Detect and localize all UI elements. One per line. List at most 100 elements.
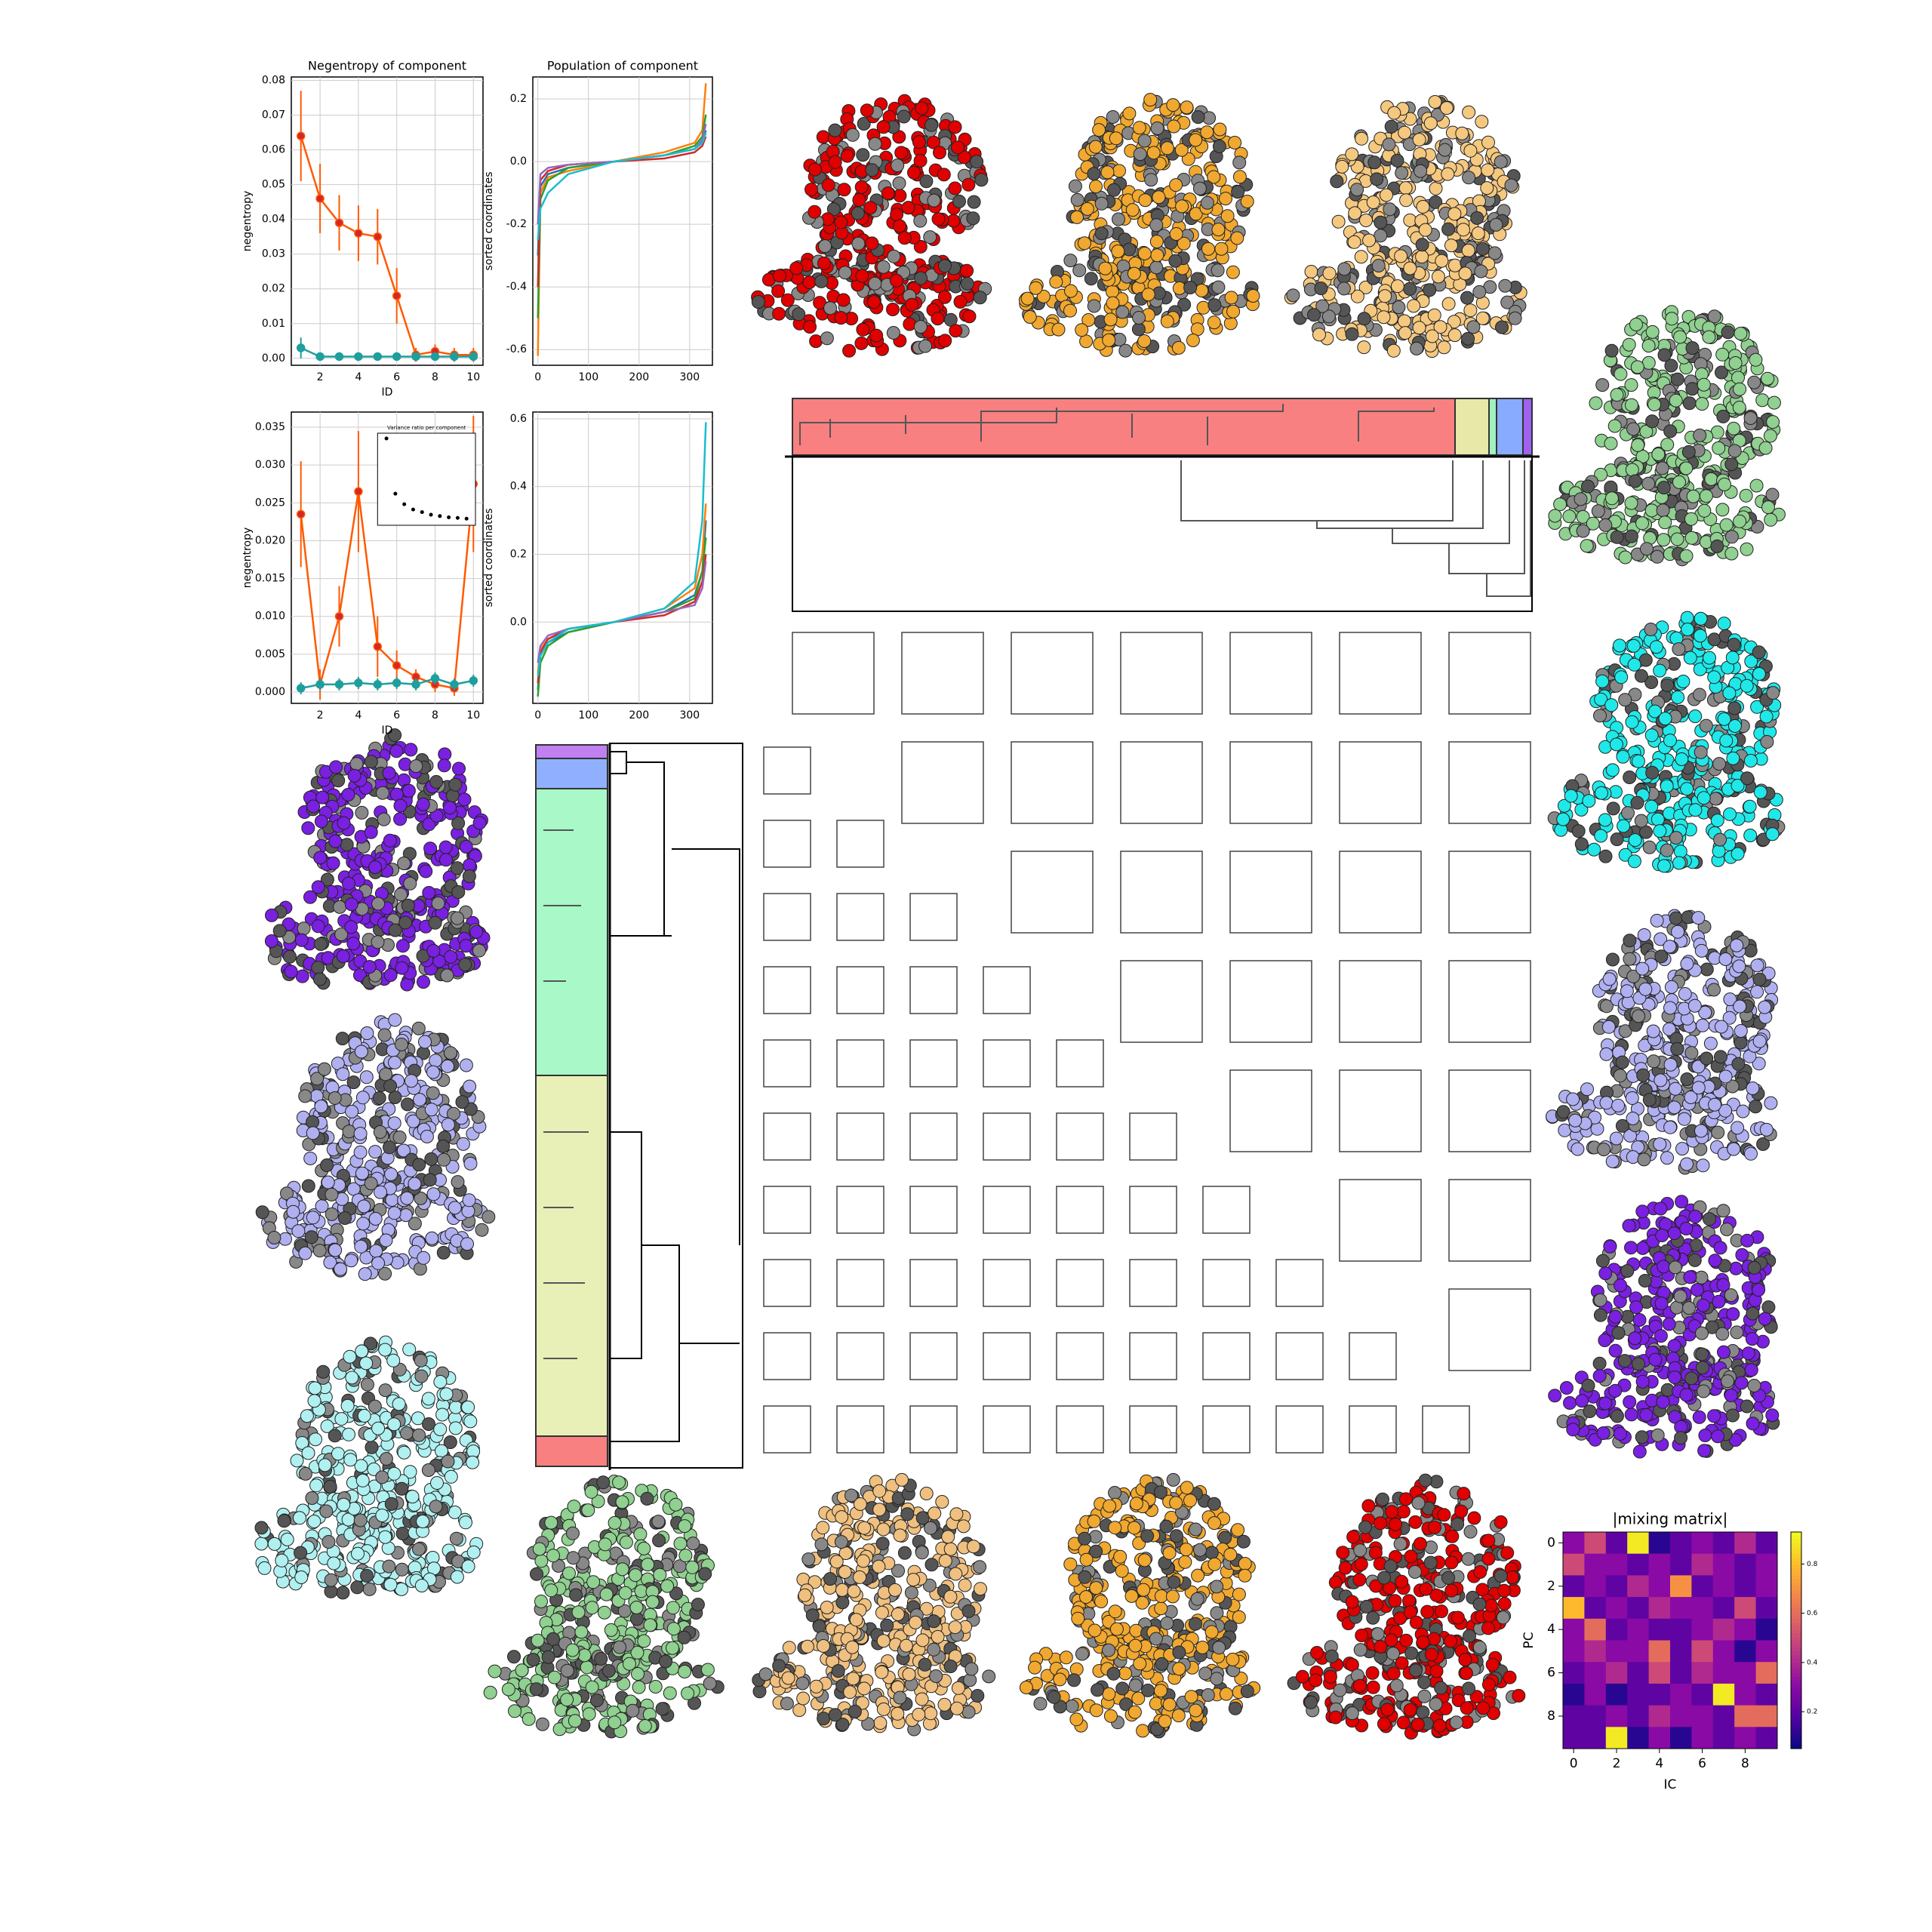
atom — [314, 1100, 328, 1114]
atom — [377, 1028, 392, 1042]
atom — [408, 1217, 422, 1231]
atom — [1687, 998, 1702, 1013]
atom — [1605, 1154, 1620, 1168]
atom — [1622, 337, 1636, 352]
atom — [931, 212, 946, 226]
atom — [1079, 334, 1094, 349]
atom — [374, 1185, 387, 1199]
atom — [365, 1440, 379, 1454]
atom — [364, 755, 378, 769]
matrix-panel — [983, 1259, 1031, 1307]
atom — [1637, 928, 1651, 942]
atom — [414, 1579, 429, 1592]
atom — [1638, 982, 1653, 996]
atom — [414, 1369, 429, 1383]
atom — [1733, 382, 1747, 396]
atom — [1613, 1426, 1627, 1441]
atom — [1617, 1354, 1632, 1368]
atom — [312, 972, 327, 986]
atom — [317, 1062, 331, 1076]
atom — [967, 195, 981, 209]
atom — [355, 1166, 369, 1180]
atom — [1718, 1069, 1733, 1084]
atom — [1200, 195, 1214, 210]
matrix-panel — [836, 820, 884, 868]
atom — [1741, 1346, 1755, 1361]
atom — [1712, 844, 1726, 858]
atom — [1715, 1327, 1730, 1341]
atom — [323, 1479, 337, 1494]
matrix-panel — [1448, 851, 1531, 934]
atom — [1758, 1000, 1772, 1014]
atom — [893, 219, 907, 233]
matrix-panel — [1129, 1405, 1177, 1454]
atom — [416, 797, 430, 811]
atom — [295, 969, 309, 983]
atom — [457, 792, 472, 807]
atom — [1240, 195, 1254, 208]
atom — [337, 1497, 351, 1512]
atom — [608, 1715, 622, 1730]
atom — [354, 1044, 368, 1059]
atom — [1712, 1294, 1726, 1309]
matrix-panel — [1202, 1186, 1251, 1234]
atom — [1196, 300, 1211, 315]
atom — [1614, 670, 1629, 685]
atom — [1724, 457, 1739, 472]
matrix-panel — [836, 1332, 884, 1380]
atom — [345, 1104, 359, 1118]
atom — [1747, 375, 1761, 389]
atom — [1613, 1069, 1627, 1083]
matrix-panel — [983, 1112, 1031, 1161]
atom — [318, 1458, 332, 1472]
atom — [1678, 987, 1692, 1001]
atom — [1635, 1204, 1650, 1219]
atom — [1696, 1361, 1709, 1375]
atom — [340, 838, 354, 852]
matrix-panel — [1129, 1332, 1177, 1380]
atom — [1438, 143, 1452, 157]
atom — [1728, 356, 1743, 370]
atom — [1721, 1374, 1735, 1389]
atom — [1370, 172, 1384, 186]
atom — [1559, 1381, 1574, 1395]
atom — [808, 162, 822, 177]
atom — [1651, 812, 1665, 826]
atom — [1656, 503, 1670, 518]
atom — [677, 1630, 691, 1644]
atom — [306, 799, 321, 814]
atom — [1749, 352, 1763, 367]
atom — [1618, 693, 1632, 707]
atom — [814, 274, 829, 288]
atom — [429, 775, 444, 789]
atom — [1654, 1329, 1668, 1343]
atom — [651, 1515, 666, 1529]
atom — [1226, 265, 1240, 279]
atom — [1548, 509, 1562, 523]
atom — [1719, 734, 1734, 748]
atom — [284, 964, 298, 979]
atom — [673, 1537, 688, 1551]
atom — [1598, 1266, 1613, 1281]
atom — [1617, 819, 1631, 833]
atom — [328, 834, 343, 848]
atom — [328, 1243, 343, 1257]
atom — [1118, 343, 1133, 358]
atom — [604, 1623, 618, 1637]
matrix-panel — [1339, 960, 1422, 1043]
atom — [350, 1580, 365, 1595]
atom — [1112, 212, 1125, 226]
atom — [1051, 322, 1066, 337]
matrix-panel — [1056, 1332, 1104, 1380]
atom — [585, 1680, 599, 1694]
atom — [1563, 1396, 1577, 1410]
atom — [1610, 388, 1624, 402]
matrix-panel — [1120, 960, 1203, 1043]
atom — [1348, 206, 1362, 220]
atom — [291, 1224, 306, 1238]
atom — [796, 1691, 811, 1706]
matrix-panel — [1129, 1259, 1177, 1307]
atom — [1132, 311, 1146, 325]
atom — [961, 1705, 976, 1719]
atom — [290, 1454, 304, 1468]
